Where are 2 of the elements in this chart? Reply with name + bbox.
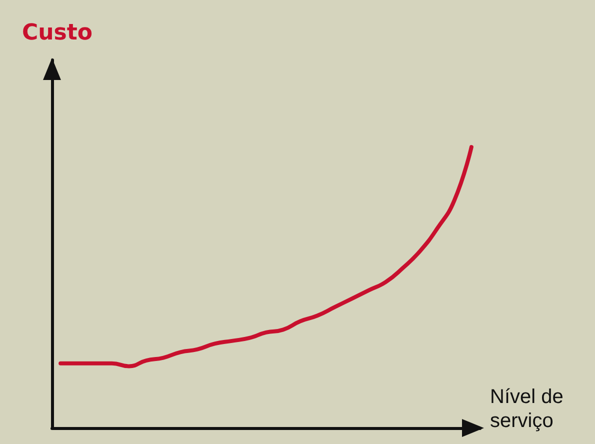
y-axis-title: Custo xyxy=(22,20,93,46)
x-axis-title: Nível de serviço xyxy=(490,386,564,432)
